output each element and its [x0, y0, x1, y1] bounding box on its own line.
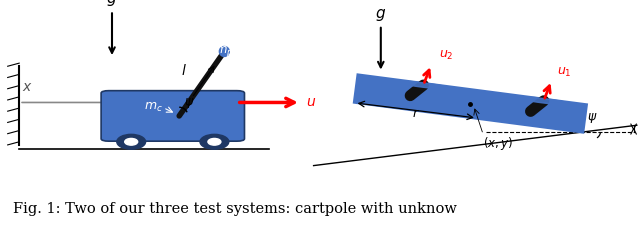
Text: $u$: $u$ — [306, 95, 316, 110]
Ellipse shape — [220, 47, 229, 56]
Text: $\psi$: $\psi$ — [184, 96, 195, 110]
Text: $r$: $r$ — [412, 107, 420, 120]
Ellipse shape — [117, 134, 146, 149]
FancyBboxPatch shape — [101, 91, 244, 141]
Text: $x$: $x$ — [22, 80, 33, 94]
Text: $u_2$: $u_2$ — [439, 49, 453, 63]
Ellipse shape — [200, 134, 229, 149]
Text: $m_c$: $m_c$ — [144, 101, 163, 114]
Ellipse shape — [395, 81, 452, 89]
Text: $m_p$: $m_p$ — [215, 44, 234, 59]
Ellipse shape — [125, 138, 138, 145]
Text: $g$: $g$ — [375, 7, 387, 23]
Text: $u_1$: $u_1$ — [557, 66, 572, 79]
Text: $l$: $l$ — [181, 63, 187, 78]
Text: $g$: $g$ — [106, 0, 118, 8]
Text: $(x, y)$: $(x, y)$ — [483, 135, 513, 152]
Ellipse shape — [208, 138, 221, 145]
Text: $\psi$: $\psi$ — [587, 111, 597, 125]
Text: Fig. 1: Two of our three test systems: cartpole with unknow: Fig. 1: Two of our three test systems: c… — [13, 202, 457, 216]
Ellipse shape — [515, 97, 572, 105]
